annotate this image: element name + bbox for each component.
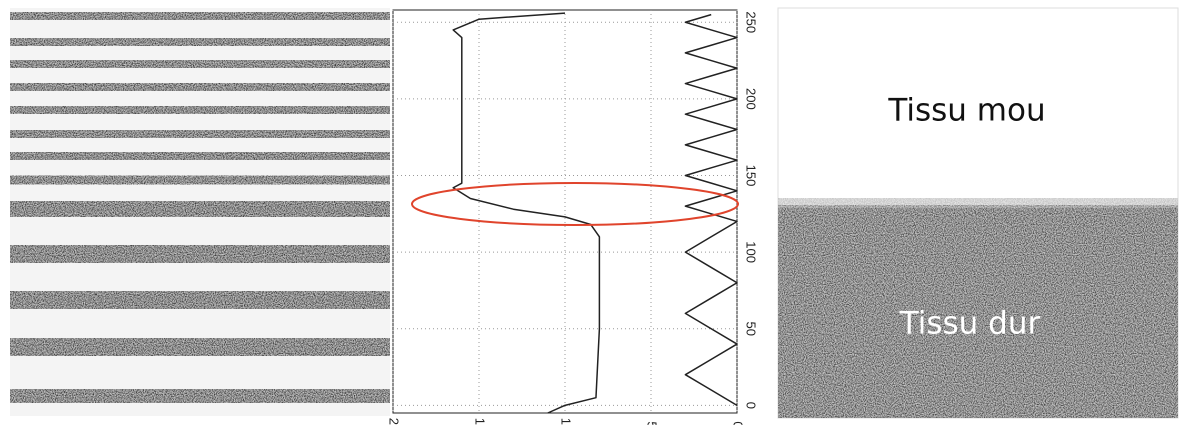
stripe xyxy=(10,245,390,263)
y-tick-label: 20 xyxy=(387,418,402,425)
plot-frame xyxy=(392,9,738,414)
x-tick-label: 250 xyxy=(744,11,759,33)
y-tick-label: 5 xyxy=(645,421,660,425)
stripe xyxy=(10,106,390,114)
line-series xyxy=(452,12,601,414)
x-tick-label: 200 xyxy=(744,88,759,110)
highlight-ellipse xyxy=(411,182,739,226)
stripe xyxy=(10,83,390,91)
annotation: Tissu mou xyxy=(887,93,1045,129)
stripe xyxy=(10,130,390,138)
tissue-boundary xyxy=(778,198,1178,208)
stripe xyxy=(10,175,390,185)
line-series xyxy=(684,13,738,406)
stripe xyxy=(10,12,390,20)
x-tick-label: 150 xyxy=(744,165,759,187)
stripe xyxy=(10,291,390,309)
x-tick-label: 50 xyxy=(744,321,759,335)
stripe xyxy=(10,389,390,403)
stripe xyxy=(10,60,390,68)
stripe xyxy=(10,38,390,46)
hard-tissue xyxy=(778,205,1178,418)
y-tick-label: 0 xyxy=(731,421,746,425)
stripes xyxy=(10,12,390,403)
x-tick-label: 0 xyxy=(744,402,759,409)
stripe xyxy=(10,338,390,356)
x-tick-label: 100 xyxy=(744,241,759,263)
annotation: Tissu dur xyxy=(899,306,1041,342)
stripe xyxy=(10,152,390,160)
y-tick-label: 15 xyxy=(473,418,488,425)
stripe xyxy=(10,201,390,217)
y-tick-label: 10 xyxy=(559,418,574,425)
